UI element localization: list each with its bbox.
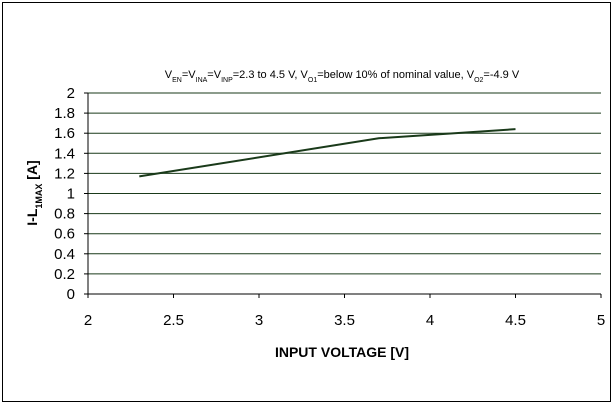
y-tick-label: 2: [67, 85, 75, 102]
x-tick-label: 3: [255, 312, 263, 329]
axes: [84, 92, 602, 298]
y-tick-label: 1: [67, 186, 75, 203]
gridlines: [88, 92, 601, 295]
x-tick-label: 4.5: [505, 312, 526, 329]
x-tick-label: 2: [84, 312, 92, 329]
x-tick-label: 4: [426, 312, 434, 329]
y-tick-label: 0.6: [54, 226, 75, 243]
y-tick-labels: 0 0.2 0.4 0.6 0.8 1 1.2 1.4 1.6 1.8 2: [54, 85, 75, 303]
x-tick-labels: 2 2.5 3 3.5 4 4.5 5: [84, 312, 605, 329]
y-tick-label: 0.8: [54, 206, 75, 223]
y-tick-label: 1.4: [54, 145, 75, 162]
chart-frame: [2, 2, 611, 402]
y-axis-title: I-L1MAX [A]: [24, 160, 44, 225]
y-tick-label: 1.6: [54, 125, 75, 142]
x-axis-title: INPUT VOLTAGE [V]: [275, 344, 409, 360]
x-tick-label: 3.5: [334, 312, 355, 329]
y-tick-label: 1.2: [54, 165, 75, 182]
x-tick-label: 2.5: [163, 312, 184, 329]
chart-title: VEN=VINA=VINP=2.3 to 4.5 V, VO1=below 10…: [165, 69, 520, 84]
series-line: [139, 128, 516, 178]
series-lines: [139, 128, 516, 178]
x-tick-label: 5: [597, 312, 605, 329]
y-tick-label: 0.4: [54, 246, 75, 263]
y-tick-label: 1.8: [54, 105, 75, 122]
y-tick-label: 0: [67, 286, 75, 303]
y-tick-label: 0.2: [54, 266, 75, 283]
